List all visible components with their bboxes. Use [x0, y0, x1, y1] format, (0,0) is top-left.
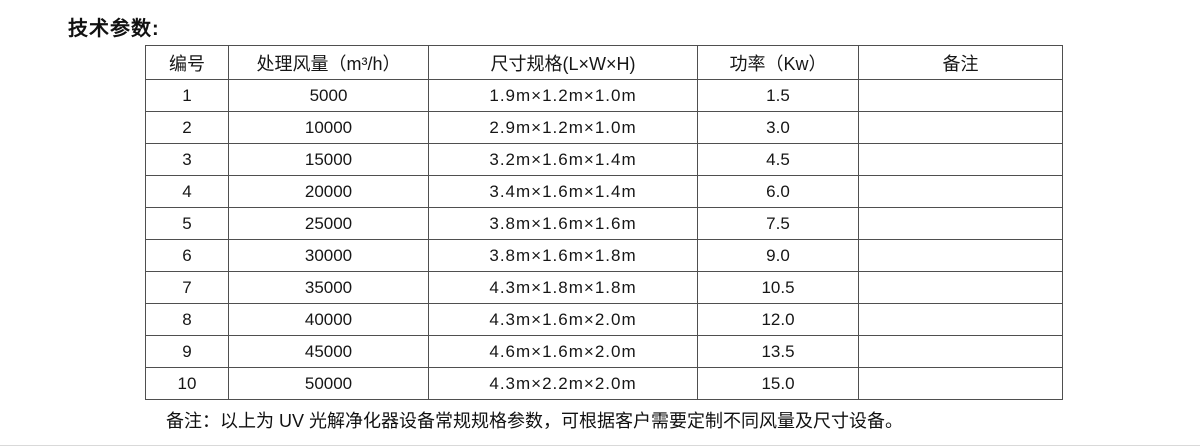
- cell-no: 10: [145, 367, 229, 400]
- cell-power: 10.5: [697, 271, 859, 304]
- cell-airflow: 10000: [228, 111, 429, 144]
- cell-no: 6: [145, 239, 229, 272]
- cell-power: 6.0: [697, 175, 859, 208]
- cell-size: 4.3m×1.8m×1.8m: [428, 271, 698, 304]
- table-row: 9 45000 4.6m×1.6m×2.0m 13.5: [145, 335, 1063, 368]
- cell-remark: [858, 271, 1063, 304]
- table-row: 5 25000 3.8m×1.6m×1.6m 7.5: [145, 207, 1063, 240]
- cell-size: 3.8m×1.6m×1.8m: [428, 239, 698, 272]
- cell-no: 7: [145, 271, 229, 304]
- cell-airflow: 25000: [228, 207, 429, 240]
- cell-power: 7.5: [697, 207, 859, 240]
- cell-airflow: 20000: [228, 175, 429, 208]
- table-row: 2 10000 2.9m×1.2m×1.0m 3.0: [145, 111, 1063, 144]
- cell-airflow: 35000: [228, 271, 429, 304]
- cell-remark: [858, 143, 1063, 176]
- cell-no: 2: [145, 111, 229, 144]
- table-row: 6 30000 3.8m×1.6m×1.8m 9.0: [145, 239, 1063, 272]
- cell-size: 4.6m×1.6m×2.0m: [428, 335, 698, 368]
- header-cell-no: 编号: [145, 45, 229, 80]
- cell-no: 1: [145, 79, 229, 112]
- cell-no: 8: [145, 303, 229, 336]
- cell-power: 4.5: [697, 143, 859, 176]
- cell-airflow: 15000: [228, 143, 429, 176]
- table-row: 10 50000 4.3m×2.2m×2.0m 15.0: [145, 367, 1063, 400]
- cell-power: 13.5: [697, 335, 859, 368]
- table-row: 7 35000 4.3m×1.8m×1.8m 10.5: [145, 271, 1063, 304]
- cell-power: 15.0: [697, 367, 859, 400]
- cell-no: 9: [145, 335, 229, 368]
- cell-airflow: 50000: [228, 367, 429, 400]
- cell-size: 3.8m×1.6m×1.6m: [428, 207, 698, 240]
- cell-power: 1.5: [697, 79, 859, 112]
- cell-airflow: 45000: [228, 335, 429, 368]
- cell-no: 5: [145, 207, 229, 240]
- cell-size: 4.3m×1.6m×2.0m: [428, 303, 698, 336]
- header-cell-power: 功率（Kw）: [697, 45, 859, 80]
- table-header-row: 编号 处理风量（m³/h） 尺寸规格(L×W×H) 功率（Kw） 备注: [145, 45, 1063, 80]
- cell-power: 9.0: [697, 239, 859, 272]
- spec-table: 编号 处理风量（m³/h） 尺寸规格(L×W×H) 功率（Kw） 备注 1 50…: [145, 45, 1063, 400]
- cell-airflow: 5000: [228, 79, 429, 112]
- cell-remark: [858, 207, 1063, 240]
- cell-remark: [858, 111, 1063, 144]
- cell-remark: [858, 335, 1063, 368]
- cell-remark: [858, 367, 1063, 400]
- cell-size: 4.3m×2.2m×2.0m: [428, 367, 698, 400]
- cell-remark: [858, 303, 1063, 336]
- cell-size: 2.9m×1.2m×1.0m: [428, 111, 698, 144]
- cell-power: 12.0: [697, 303, 859, 336]
- cell-power: 3.0: [697, 111, 859, 144]
- cell-size: 1.9m×1.2m×1.0m: [428, 79, 698, 112]
- page-title: 技术参数:: [68, 18, 160, 40]
- footer-note: 备注：以上为 UV 光解净化器设备常规规格参数，可根据客户需要定制不同风量及尺寸…: [166, 411, 904, 431]
- header-cell-airflow: 处理风量（m³/h）: [228, 45, 429, 80]
- cell-no: 3: [145, 143, 229, 176]
- header-cell-size: 尺寸规格(L×W×H): [428, 45, 698, 80]
- header-cell-remark: 备注: [858, 45, 1063, 80]
- table-row: 1 5000 1.9m×1.2m×1.0m 1.5: [145, 79, 1063, 112]
- cell-remark: [858, 79, 1063, 112]
- bottom-divider: [0, 445, 1200, 446]
- cell-airflow: 40000: [228, 303, 429, 336]
- table-row: 4 20000 3.4m×1.6m×1.4m 6.0: [145, 175, 1063, 208]
- table-row: 8 40000 4.3m×1.6m×2.0m 12.0: [145, 303, 1063, 336]
- cell-size: 3.2m×1.6m×1.4m: [428, 143, 698, 176]
- cell-airflow: 30000: [228, 239, 429, 272]
- cell-remark: [858, 175, 1063, 208]
- cell-no: 4: [145, 175, 229, 208]
- cell-size: 3.4m×1.6m×1.4m: [428, 175, 698, 208]
- table-row: 3 15000 3.2m×1.6m×1.4m 4.5: [145, 143, 1063, 176]
- cell-remark: [858, 239, 1063, 272]
